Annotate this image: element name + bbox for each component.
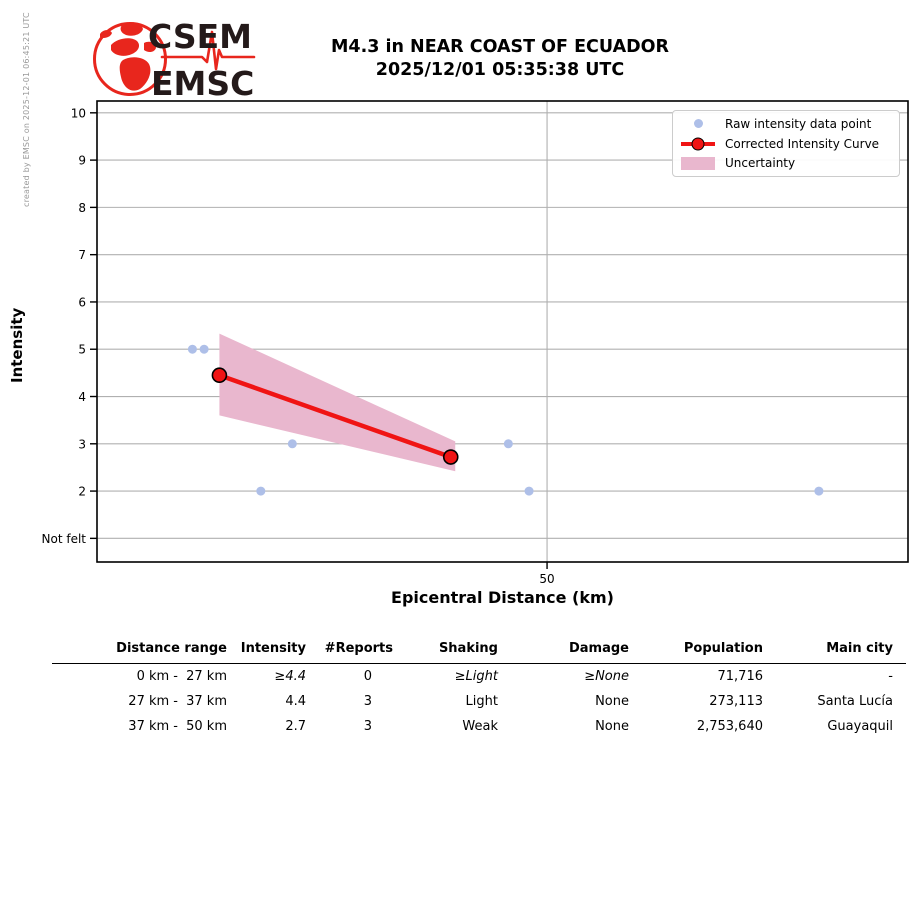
globe-icon	[93, 22, 167, 96]
raw-point	[256, 486, 266, 496]
x-tick-label: 50	[539, 572, 554, 586]
table-cell: ≥None	[584, 669, 629, 684]
y-tick-label: 10	[71, 106, 86, 120]
chart-legend: Raw intensity data point Corrected Inten…	[672, 110, 900, 177]
raw-points	[187, 344, 824, 496]
y-tick-label: 8	[78, 201, 86, 215]
title-line2: 2025/12/01 05:35:38 UTC	[375, 60, 625, 80]
band-swatch-icon	[681, 156, 715, 170]
emsc-logo: CSEM EMSC	[93, 17, 256, 103]
curve-marker	[211, 367, 228, 384]
table-cell: Santa Lucía	[817, 694, 893, 709]
y-tick-label: 7	[78, 248, 86, 262]
table-cell: Light	[465, 694, 498, 709]
table-cell: 2.7	[285, 719, 306, 734]
table-header-cell: #Reports	[324, 641, 393, 656]
legend-label-raw: Raw intensity data point	[725, 116, 872, 131]
y-tick-label: 9	[78, 154, 86, 168]
logo-text-csem: CSEM	[148, 17, 252, 56]
table-cell: 4.4	[285, 694, 306, 709]
curve-swatch-icon	[681, 137, 715, 150]
title-line1: M4.3 in NEAR COAST OF ECUADOR	[330, 37, 669, 57]
raw-point	[287, 439, 297, 449]
legend-item-curve: Corrected Intensity Curve	[679, 134, 893, 154]
legend-item-uncertainty: Uncertainty	[679, 153, 893, 173]
uncertainty-band	[219, 333, 456, 472]
x-axis-label: Epicentral Distance (km)	[391, 588, 614, 607]
table-header-cell: Population	[683, 641, 763, 656]
legend-label-curve: Corrected Intensity Curve	[725, 136, 880, 151]
raw-point	[503, 439, 513, 449]
logo-text-emsc: EMSC	[151, 64, 254, 103]
table-cell: 3	[363, 694, 372, 709]
table-cell: ≥Light	[454, 669, 498, 684]
corrected-curve	[217, 372, 453, 460]
axis-ticks: Not felt 2 3 4 5 6 7 8 9 10 50	[42, 106, 555, 586]
table-cell: 0	[363, 669, 372, 684]
table-header-cell: Shaking	[438, 641, 498, 656]
raw-point	[814, 486, 824, 496]
table-cell: -	[888, 669, 893, 684]
legend-label-uncertainty: Uncertainty	[725, 156, 796, 171]
table-cell: 27 km	[186, 669, 227, 684]
table-header-cell: Damage	[568, 641, 629, 656]
raw-point	[524, 486, 534, 496]
y-tick-label: 3	[78, 437, 86, 451]
table-cell: 37 km -	[128, 719, 178, 734]
plot-frame	[96, 100, 909, 563]
chart-title: M4.3 in NEAR COAST OF ECUADOR 2025/12/01…	[90, 36, 910, 82]
table-header-cell: Intensity	[240, 641, 306, 656]
table-cell: Weak	[462, 719, 498, 734]
table-cell: 27 km -	[128, 694, 178, 709]
y-axis-label: Intensity	[8, 307, 26, 383]
table-cell: None	[595, 719, 629, 734]
table-cell: 50 km	[186, 719, 227, 734]
intensity-distance-chart: Not felt 2 3 4 5 6 7 8 9 10 50	[42, 100, 909, 586]
raw-point	[187, 344, 197, 354]
y-tick-label: 4	[78, 390, 86, 404]
table-cell: None	[595, 694, 629, 709]
table-cell: 0 km -	[136, 669, 178, 684]
table-header-cell: Distance range	[116, 641, 227, 656]
y-tick-label: Not felt	[42, 532, 87, 546]
raw-point-swatch-icon	[693, 119, 703, 129]
y-tick-label: 5	[78, 343, 86, 357]
y-tick-label: 6	[78, 295, 86, 309]
table-header-cell: Main city	[826, 641, 893, 656]
raw-point	[199, 344, 209, 354]
table-cell: 3	[363, 719, 372, 734]
curve-marker	[442, 449, 459, 465]
table-cell: 71,716	[717, 669, 764, 684]
table-header-rule	[52, 663, 906, 664]
table-cell: 2,753,640	[696, 719, 763, 734]
seismogram-icon	[160, 30, 256, 71]
y-tick-label: 2	[78, 485, 86, 499]
table-cell: 37 km	[186, 694, 227, 709]
legend-item-raw: Raw intensity data point	[679, 114, 893, 134]
table-cell: 273,113	[709, 694, 763, 709]
table-cell: ≥4.4	[274, 669, 306, 684]
table-cell: Guayaquil	[827, 719, 893, 734]
